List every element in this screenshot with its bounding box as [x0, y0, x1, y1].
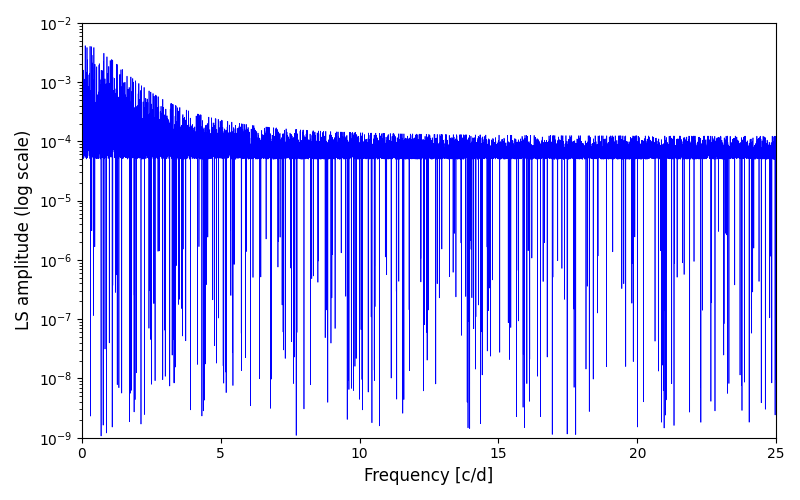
Y-axis label: LS amplitude (log scale): LS amplitude (log scale): [15, 130, 33, 330]
X-axis label: Frequency [c/d]: Frequency [c/d]: [364, 467, 494, 485]
